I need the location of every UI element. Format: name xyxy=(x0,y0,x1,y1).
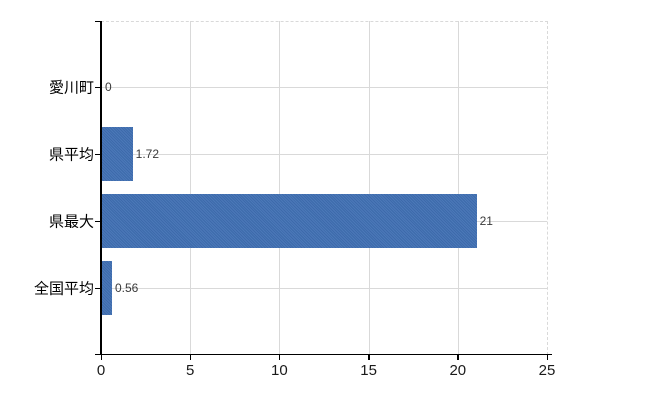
x-axis-line xyxy=(95,353,552,355)
category-label: 愛川町 xyxy=(48,79,94,97)
category-gridline xyxy=(101,154,547,155)
category-label: 県平均 xyxy=(48,146,94,164)
category-gridline xyxy=(101,288,547,289)
y-axis-line xyxy=(100,21,102,355)
x-tick-label: 0 xyxy=(96,362,106,379)
y-axis-top-tick xyxy=(95,20,101,22)
x-axis-tick xyxy=(189,354,192,360)
x-tick-label: 25 xyxy=(538,362,556,379)
x-tick-label: 15 xyxy=(360,362,377,379)
bar xyxy=(102,194,477,248)
y-axis-tick xyxy=(95,86,101,88)
category-label: 全国平均 xyxy=(33,280,94,298)
value-label: 0.56 xyxy=(114,281,139,295)
category-gridline xyxy=(101,87,547,88)
plot-area xyxy=(101,21,548,355)
y-axis-tick xyxy=(95,287,101,289)
x-gridline xyxy=(457,21,459,354)
x-axis-tick xyxy=(457,354,459,360)
x-axis-tick xyxy=(278,354,281,360)
x-gridline xyxy=(279,21,281,354)
bar xyxy=(102,127,133,181)
x-axis-tick xyxy=(100,354,102,360)
x-axis-tick xyxy=(368,354,370,360)
x-gridline xyxy=(190,21,192,354)
x-tick-label: 10 xyxy=(271,362,288,379)
value-label: 0 xyxy=(105,80,112,94)
category-label: 県最大 xyxy=(48,213,94,231)
value-label: 21 xyxy=(479,214,493,228)
y-axis-tick xyxy=(95,153,101,155)
x-tick-label: 20 xyxy=(449,362,467,379)
bar xyxy=(102,261,112,315)
x-axis-tick xyxy=(546,354,548,360)
x-gridline xyxy=(368,21,370,354)
value-label: 1.72 xyxy=(135,147,160,161)
y-axis-tick xyxy=(95,220,101,222)
x-tick-label: 5 xyxy=(186,362,195,379)
